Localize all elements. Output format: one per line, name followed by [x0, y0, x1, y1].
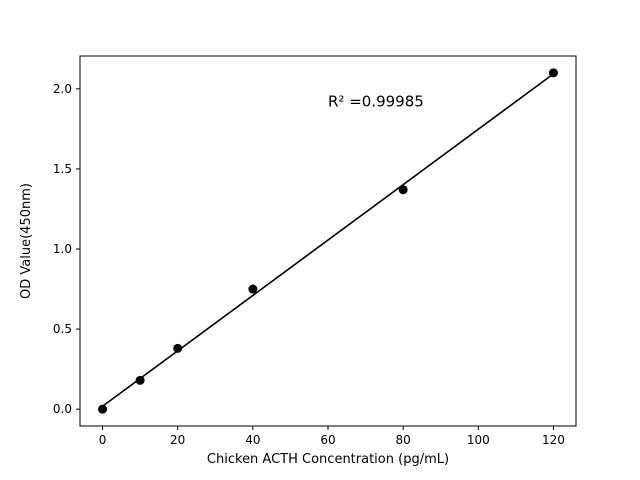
- data-point: [548, 68, 558, 78]
- data-point: [398, 185, 408, 195]
- y-axis-label: OD Value(450nm): [19, 183, 34, 299]
- data-point: [135, 375, 145, 385]
- x-tick-label: 120: [542, 433, 565, 447]
- x-axis-label: Chicken ACTH Concentration (pg/mL): [207, 452, 449, 467]
- y-tick-label: 2.0: [53, 82, 72, 96]
- x-tick-label: 20: [170, 433, 185, 447]
- x-tick-label: 40: [245, 433, 260, 447]
- r-squared-annotation: R² =0.99985: [328, 92, 424, 110]
- y-tick-label: 0.0: [53, 402, 72, 416]
- y-tick-label: 1.0: [53, 242, 72, 256]
- y-tick-label: 0.5: [53, 322, 72, 336]
- data-point: [173, 343, 183, 353]
- x-tick-label: 80: [396, 433, 411, 447]
- x-tick-label: 100: [467, 433, 490, 447]
- x-tick-label: 0: [99, 433, 107, 447]
- x-tick-label: 60: [320, 433, 335, 447]
- data-point: [248, 284, 258, 294]
- data-point: [98, 404, 108, 414]
- y-tick-label: 1.5: [53, 162, 72, 176]
